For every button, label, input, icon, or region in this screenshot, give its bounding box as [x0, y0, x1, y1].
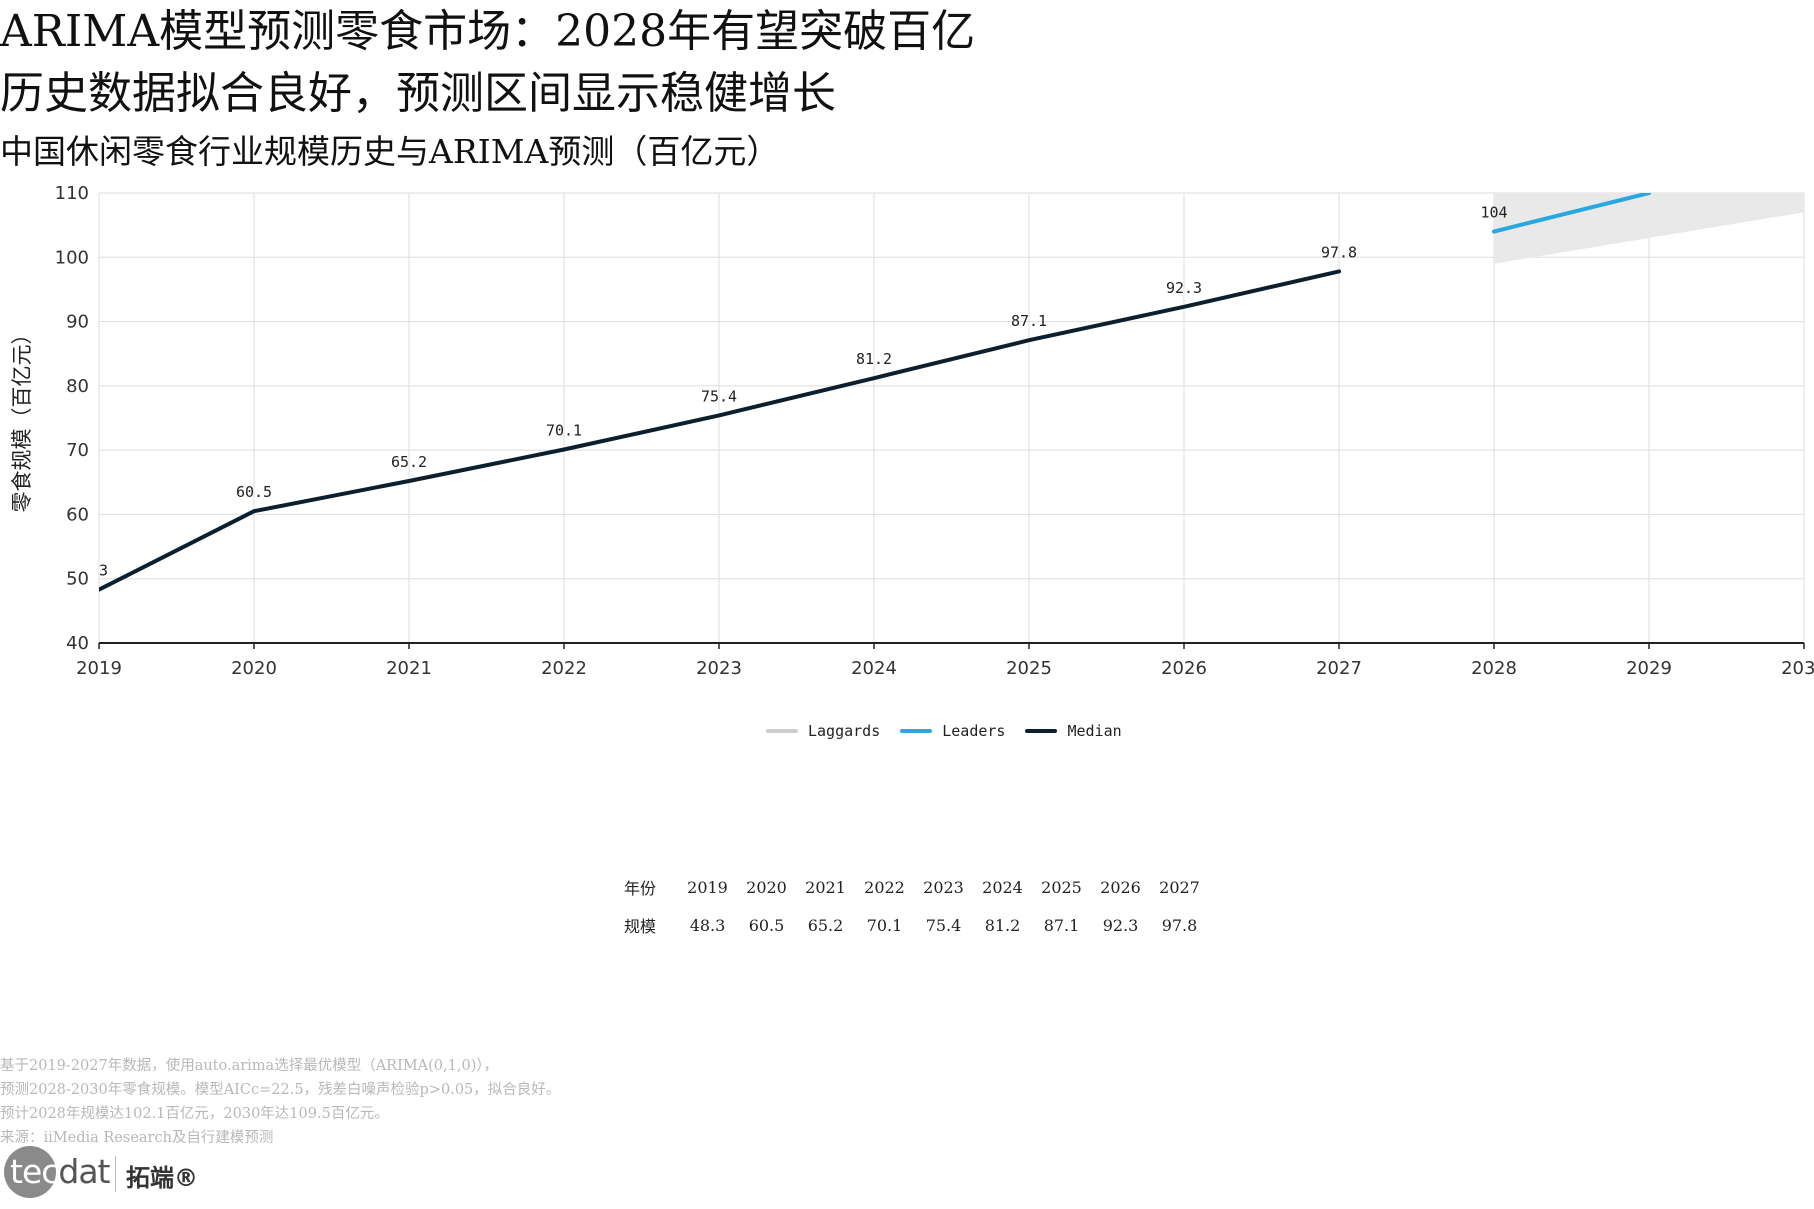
line-chart: 40 50 60 70 80 90 100 110 2019 2020 2021 2022 2023 20… — [10, 183, 1814, 679]
table-cell: 65.2 — [807, 915, 844, 935]
table-cell: 75.4 — [925, 915, 962, 935]
median-data-label: 70.1 — [546, 422, 582, 440]
legend-swatch-laggards — [766, 729, 798, 733]
y-tick-label: 40 — [66, 633, 89, 654]
series-leaders-line — [1492, 193, 1651, 234]
source-note: 来源：iiMedia Research及自行建模预测 — [0, 1130, 274, 1146]
footnote-line: 基于2019-2027年数据，使用auto.arima选择最优模型（ARIMA(… — [0, 1058, 499, 1074]
footnote-line: 预计2028年规模达102.1百亿元，2030年达109.5百亿元。 — [0, 1106, 389, 1122]
legend-label-median: Median — [1067, 722, 1122, 740]
table-cell: 60.5 — [748, 915, 785, 935]
table-cell: 2020 — [746, 877, 787, 897]
y-tick-label: 110 — [55, 183, 89, 204]
median-data-label: 75.4 — [701, 387, 737, 405]
y-tick-label: 60 — [66, 504, 89, 525]
median-data-label: .3 — [90, 562, 108, 580]
x-tick-label: 2030 — [1781, 658, 1814, 679]
chart-legend: Laggards Leaders Median — [766, 722, 1122, 740]
table-header-year: 年份 — [624, 879, 657, 898]
table-cell: 87.1 — [1043, 915, 1080, 935]
logo-cn-text: 拓端® — [126, 1164, 198, 1192]
table-cell: 97.8 — [1161, 915, 1198, 935]
x-tick-label: 2020 — [231, 658, 277, 679]
x-tick-label: 2028 — [1471, 658, 1517, 679]
table-cell: 2019 — [687, 877, 728, 897]
x-tick-label: 2024 — [851, 658, 897, 679]
legend-swatch-median — [1025, 729, 1058, 733]
page-title: ARIMA模型预测零食市场：2028年有望突破百亿 — [0, 6, 976, 57]
footnotes: 基于2019-2027年数据，使用auto.arima选择最优模型（ARIMA(… — [0, 1054, 560, 1150]
median-data-label: 87.1 — [1011, 312, 1047, 330]
logo-divider — [115, 1156, 116, 1192]
logo-wordmark: tecdat — [10, 1152, 111, 1191]
table-cell: 2026 — [1100, 877, 1141, 897]
table-header-value: 规模 — [624, 917, 657, 936]
x-tick-label: 2022 — [541, 658, 587, 679]
table-cell: 2027 — [1159, 877, 1200, 897]
legend-swatch-leaders — [900, 729, 933, 733]
table-cell: 92.3 — [1102, 915, 1139, 935]
leaders-data-label: 104 — [1480, 204, 1507, 222]
median-data-label: 92.3 — [1166, 279, 1202, 297]
legend-label-leaders: Leaders — [942, 722, 1006, 740]
x-tick-label: 2019 — [76, 658, 122, 679]
legend-label-laggards: Laggards — [808, 722, 881, 740]
table-row-years: 年份 2019 2020 2021 2022 2023 2024 2025 20… — [614, 868, 1209, 906]
legend-item-median[interactable]: Median — [1025, 722, 1122, 740]
logo-circle-icon — [4, 1146, 56, 1198]
table-cell: 48.3 — [689, 915, 726, 935]
table-cell: 81.2 — [984, 915, 1021, 935]
y-tick-label: 70 — [66, 440, 89, 461]
x-tick-label: 2027 — [1316, 658, 1362, 679]
legend-item-leaders[interactable]: Leaders — [900, 722, 1005, 740]
y-tick-label: 90 — [66, 312, 89, 333]
x-tick-label: 2025 — [1006, 658, 1052, 679]
table-cell: 2023 — [923, 877, 964, 897]
table-row-values: 规模 48.3 60.5 65.2 70.1 75.4 81.2 87.1 92… — [614, 906, 1209, 944]
table-cell: 2025 — [1041, 877, 1082, 897]
table-cell: 2024 — [982, 877, 1023, 897]
median-data-label: 65.2 — [391, 453, 427, 471]
x-tick-label: 2021 — [386, 658, 432, 679]
median-data-label: 60.5 — [236, 483, 272, 501]
footnote-line: 预测2028-2030年零食规模。模型AICc=22.5，残差白噪声检验p>0.… — [0, 1082, 561, 1098]
y-tick-label: 50 — [66, 569, 89, 590]
x-tick-label: 2023 — [696, 658, 742, 679]
series-median-line — [99, 269, 1341, 592]
plot-area: .3 60.5 65.2 70.1 75.4 81.2 87.1 92.3 97.8 104 — [90, 193, 1804, 592]
table-cell: 2022 — [864, 877, 905, 897]
x-tick-label: 2026 — [1161, 658, 1207, 679]
table-cell: 2021 — [805, 877, 846, 897]
data-table: 年份 2019 2020 2021 2022 2023 2024 2025 20… — [614, 868, 1209, 944]
legend-item-laggards[interactable]: Laggards — [766, 722, 880, 740]
y-tick-label: 80 — [66, 376, 89, 397]
page-title-line2: 历史数据拟合良好，预测区间显示稳健增长 — [0, 68, 836, 119]
brand-logo: tecdat 拓端® — [4, 1146, 198, 1198]
y-tick-label: 100 — [55, 247, 89, 268]
y-axis-title: 零食规模（百亿元） — [10, 324, 34, 513]
median-data-label: 81.2 — [856, 350, 892, 368]
x-tick-label: 2029 — [1626, 658, 1672, 679]
chart-subtitle: 中国休闲零食行业规模历史与ARIMA预测（百亿元） — [0, 132, 780, 171]
table-cell: 70.1 — [866, 915, 903, 935]
median-data-label: 97.8 — [1321, 243, 1357, 261]
